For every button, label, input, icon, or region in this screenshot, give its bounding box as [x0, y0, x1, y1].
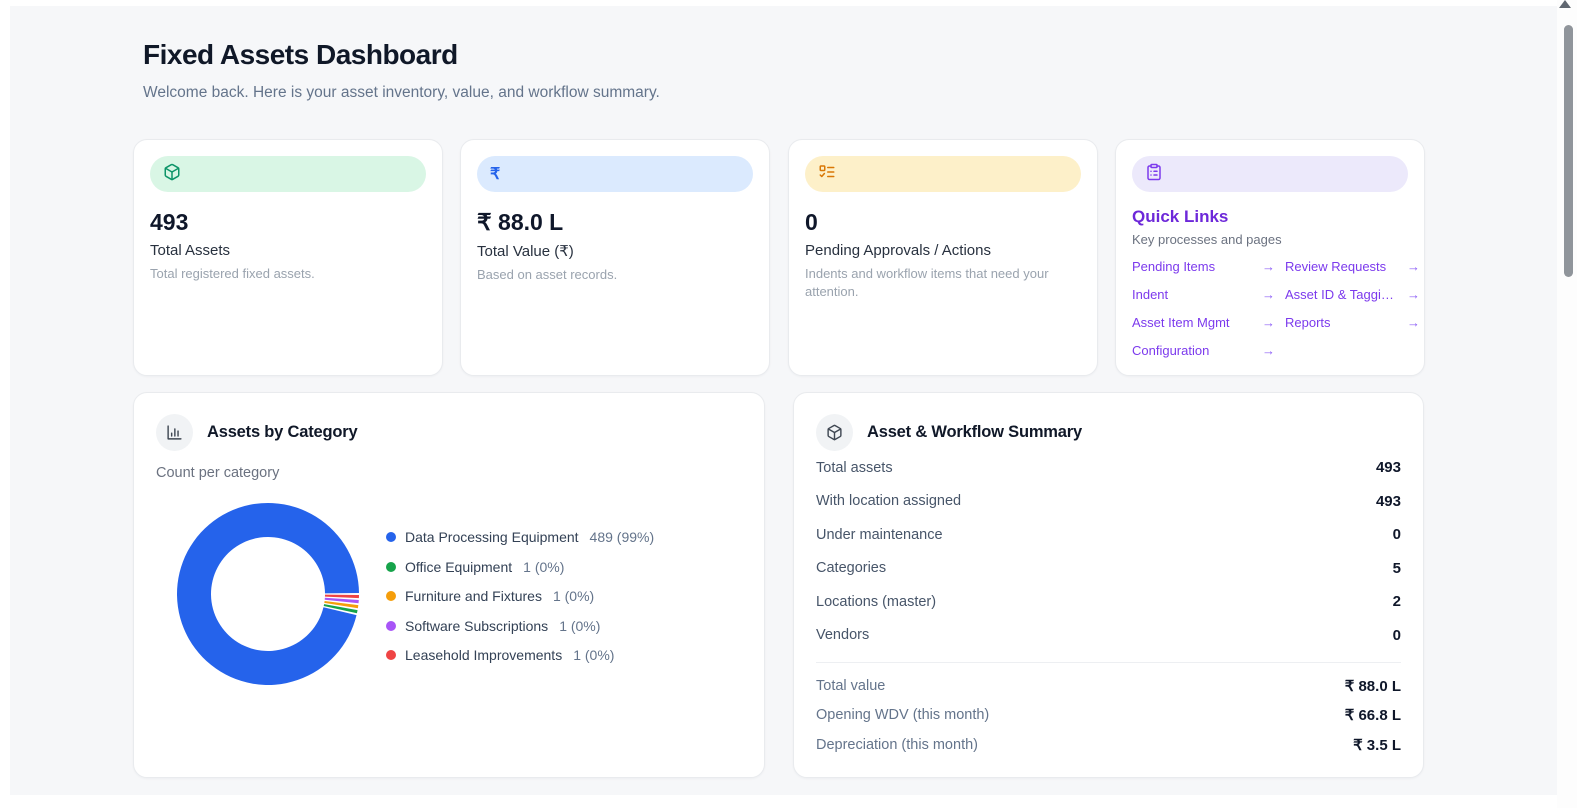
- total-assets-description: Total registered fixed assets.: [150, 266, 315, 281]
- summary-title: Asset & Workflow Summary: [867, 423, 1082, 441]
- package-icon: [816, 414, 853, 451]
- quick-link-asset-item-mgmt[interactable]: Asset Item Mgmt →: [1132, 315, 1275, 330]
- pending-approvals-label: Pending Approvals / Actions: [805, 242, 991, 259]
- total-assets-label: Total Assets: [150, 242, 231, 259]
- scroll-up-arrow-icon[interactable]: [1559, 0, 1571, 8]
- legend-item-data-processing[interactable]: Data Processing Equipment 489 (99%): [386, 528, 654, 546]
- summary-rows: Total assets 493 With location assigned 49…: [816, 451, 1401, 760]
- clipboard-list-icon: [1145, 163, 1163, 186]
- arrow-right-icon: →: [1407, 259, 1420, 274]
- pending-approvals-icon-pill: [805, 156, 1081, 192]
- summary-row-vendors: Vendors 0: [816, 626, 1401, 644]
- dashboard-canvas: Fixed Assets Dashboard Welcome back. Her…: [10, 6, 1557, 795]
- legend-item-leasehold-improvements[interactable]: Leasehold Improvements 1 (0%): [386, 646, 654, 664]
- legend-dot: [386, 591, 396, 601]
- arrow-right-icon: →: [1407, 315, 1420, 330]
- quick-link-indent[interactable]: Indent →: [1132, 287, 1275, 302]
- quick-links-subtitle: Key processes and pages: [1132, 232, 1282, 247]
- total-value-label: Total Value (₹): [477, 243, 574, 260]
- legend-dot: [386, 532, 396, 542]
- assets-by-category-card: Assets by Category Count per category Da…: [133, 392, 765, 778]
- quick-link-configuration[interactable]: Configuration →: [1132, 343, 1275, 358]
- summary-row-location-assigned: With location assigned 493: [816, 492, 1401, 510]
- legend-item-office-equipment[interactable]: Office Equipment 1 (0%): [386, 558, 654, 576]
- assets-by-category-title: Assets by Category: [207, 423, 358, 441]
- scrollbar-track[interactable]: [1557, 0, 1577, 808]
- total-value-icon-pill: ₹: [477, 156, 753, 192]
- package-icon: [163, 163, 181, 186]
- assets-by-category-header: Assets by Category: [134, 393, 764, 451]
- total-value-value: ₹ 88.0 L: [477, 209, 564, 235]
- quick-links-grid: Pending Items → Review Requests → Indent → …: [1132, 259, 1420, 358]
- legend-dot: [386, 620, 396, 631]
- pending-approvals-card: 0 Pending Approvals / Actions Indents an…: [788, 139, 1098, 376]
- quick-link-reports[interactable]: Reports →: [1285, 315, 1420, 330]
- total-value-card: ₹ ₹ 88.0 L Total Value (₹) Based on asse…: [460, 139, 770, 376]
- summary-row-categories: Categories 5: [816, 559, 1401, 577]
- summary-row-locations-master: Locations (master) 2: [816, 593, 1401, 611]
- bar-chart-icon: [156, 414, 193, 451]
- summary-row-total-assets: Total assets 493: [816, 459, 1401, 477]
- quick-links-card: Quick Links Key processes and pages Pend…: [1115, 139, 1425, 376]
- quick-link-pending-items[interactable]: Pending Items →: [1132, 259, 1275, 274]
- legend-dot: [386, 561, 396, 572]
- quick-link-review-requests[interactable]: Review Requests →: [1285, 259, 1420, 274]
- summary-row-total-value: Total value ₹ 88.0 L: [816, 677, 1401, 695]
- pending-approvals-value: 0: [805, 209, 818, 235]
- page-subtitle: Welcome back. Here is your asset invento…: [143, 84, 660, 101]
- quick-link-asset-id-tagging[interactable]: Asset ID & Taggi… →: [1285, 287, 1420, 302]
- total-assets-card: 493 Total Assets Total registered fixed …: [133, 139, 443, 376]
- asset-workflow-summary-card: Asset & Workflow Summary Total assets 493…: [793, 392, 1424, 778]
- legend-dot: [386, 650, 396, 660]
- total-assets-value: 493: [150, 209, 189, 235]
- total-assets-icon-pill: [150, 156, 426, 192]
- rupee-icon: ₹: [490, 166, 501, 183]
- page-title: Fixed Assets Dashboard: [143, 39, 458, 70]
- total-value-description: Based on asset records.: [477, 267, 618, 282]
- quick-links-title: Quick Links: [1132, 207, 1229, 226]
- arrow-right-icon: →: [1407, 287, 1420, 302]
- list-todo-icon: [818, 163, 836, 186]
- summary-header: Asset & Workflow Summary: [794, 393, 1423, 451]
- summary-row-depreciation: Depreciation (this month) ₹ 3.5 L: [816, 736, 1401, 754]
- category-donut-chart[interactable]: [168, 494, 368, 694]
- legend-item-furniture-fixtures[interactable]: Furniture and Fixtures 1 (0%): [386, 587, 654, 605]
- arrow-right-icon: →: [1262, 259, 1275, 274]
- summary-row-under-maintenance: Under maintenance 0: [816, 526, 1401, 544]
- arrow-right-icon: →: [1262, 287, 1275, 302]
- legend-item-software-subscriptions[interactable]: Software Subscriptions 1 (0%): [386, 617, 654, 635]
- arrow-right-icon: →: [1262, 315, 1275, 330]
- scrollbar-thumb[interactable]: [1564, 25, 1573, 277]
- summary-divider: [816, 662, 1401, 663]
- quick-links-icon-pill: [1132, 156, 1408, 192]
- pending-approvals-description: Indents and workflow items that need you…: [805, 266, 1049, 299]
- assets-by-category-subtitle: Count per category: [156, 465, 280, 481]
- arrow-right-icon: →: [1262, 343, 1275, 358]
- category-legend: Data Processing Equipment 489 (99%) Offi…: [386, 528, 654, 664]
- summary-row-opening-wdv: Opening WDV (this month) ₹ 66.8 L: [816, 707, 1401, 725]
